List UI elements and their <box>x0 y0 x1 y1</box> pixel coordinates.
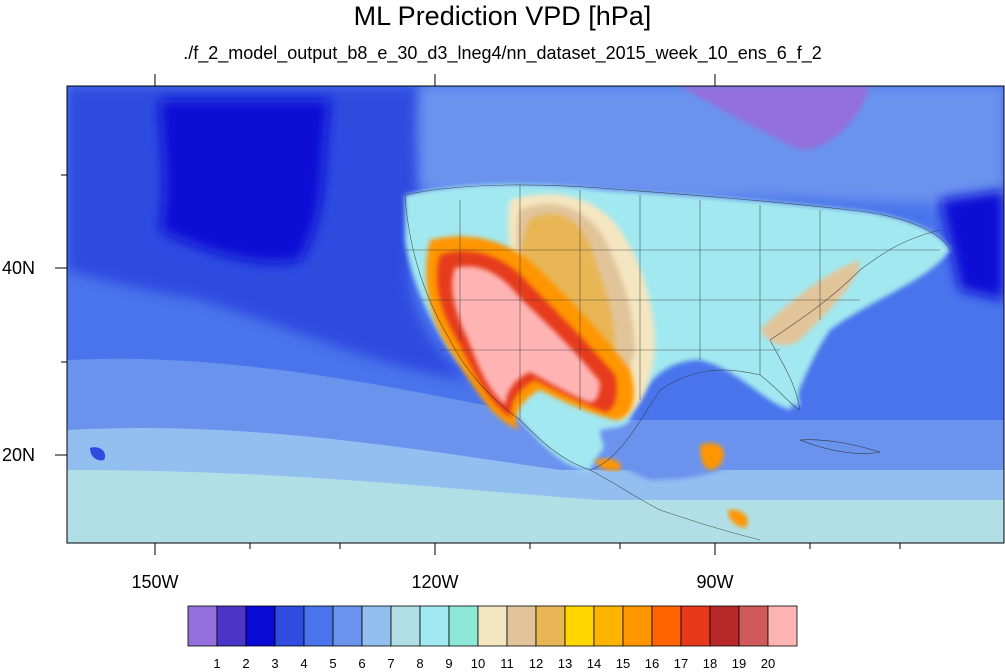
colorbar-tick-label: 8 <box>416 656 424 671</box>
colorbar-box <box>361 605 392 647</box>
colorbar-tick-label: 3 <box>271 656 279 671</box>
colorbar-box <box>709 605 740 647</box>
colorbar-tick-label: 13 <box>557 656 573 671</box>
colorbar-tick-label: 1 <box>213 656 221 671</box>
vpd-field <box>67 86 1004 543</box>
colorbar-box <box>274 605 305 647</box>
colorbar-tick-label: 2 <box>242 656 250 671</box>
colorbar-box <box>680 605 711 647</box>
lon-label-90w: 90W <box>696 572 734 592</box>
lat-label-20n: 20N <box>2 445 36 465</box>
colorbar-tick-label: 16 <box>644 656 660 671</box>
colorbar-tick-label: 15 <box>615 656 631 671</box>
colorbar-box <box>622 605 653 647</box>
colorbar-box <box>303 605 334 647</box>
colorbar <box>187 605 798 647</box>
colorbar-tick-label: 9 <box>445 656 453 671</box>
colorbar-box <box>419 605 450 647</box>
colorbar-box <box>535 605 566 647</box>
lon-label-120w: 120W <box>411 572 459 592</box>
axis-ticks <box>55 74 901 555</box>
colorbar-box <box>187 605 218 647</box>
colorbar-box <box>477 605 508 647</box>
colorbar-tick-label: 6 <box>358 656 366 671</box>
colorbar-tick-label: 4 <box>300 656 308 671</box>
colorbar-tick-label: 17 <box>673 656 689 671</box>
colorbar-tick-label: 14 <box>586 656 602 671</box>
lon-label-150w: 150W <box>131 572 179 592</box>
colorbar-box <box>390 605 421 647</box>
map-subtitle: ./f_2_model_output_b8_e_30_d3_lneg4/nn_d… <box>183 43 822 63</box>
colorbar-box <box>593 605 624 647</box>
colorbar-tick-label: 5 <box>329 656 337 671</box>
colorbar-tick-label: 20 <box>760 656 776 671</box>
colorbar-box <box>448 605 479 647</box>
colorbar-box <box>506 605 537 647</box>
colorbar-tick-label: 7 <box>387 656 395 671</box>
colorbar-box <box>767 605 798 647</box>
colorbar-box <box>564 605 595 647</box>
colorbar-tick-label: 11 <box>500 656 514 671</box>
lat-label-40n: 40N <box>2 258 36 278</box>
colorbar-tick-label: 10 <box>470 656 486 671</box>
map-title: ML Prediction VPD [hPa] <box>353 1 652 31</box>
colorbar-tick-label: 19 <box>731 656 747 671</box>
colorbar-box <box>332 605 363 647</box>
colorbar-tick-label: 18 <box>702 656 718 671</box>
colorbar-tick-label: 12 <box>528 656 544 671</box>
colorbar-box <box>245 605 276 647</box>
colorbar-box <box>738 605 769 647</box>
colorbar-box <box>216 605 247 647</box>
colorbar-box <box>651 605 682 647</box>
